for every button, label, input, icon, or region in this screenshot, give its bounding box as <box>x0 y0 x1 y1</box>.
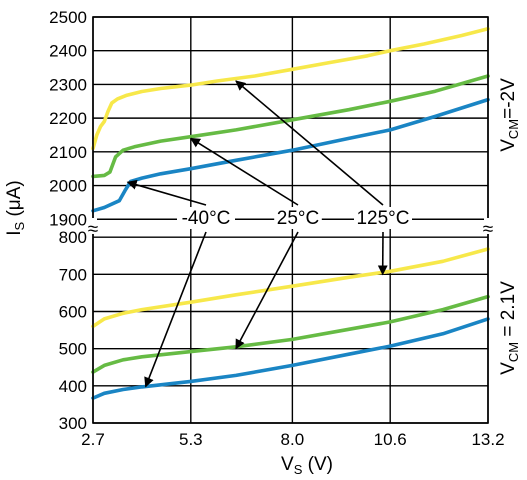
x-tick-label: 5.3 <box>179 430 203 449</box>
plot-frame: ≈ ≈ <box>88 16 493 424</box>
x-axis-label: VS (V) <box>281 454 333 477</box>
y-tick-label: 2300 <box>49 75 87 94</box>
x-tick-label: 8.0 <box>281 430 305 449</box>
annotation-label-bg <box>274 207 322 229</box>
y-tick-label: 800 <box>59 228 87 247</box>
y-tick-label: 400 <box>59 377 87 396</box>
series-line <box>91 247 490 329</box>
annotation-label-bg <box>354 207 412 229</box>
series-line <box>91 74 490 179</box>
annotation-label-bg <box>177 207 235 229</box>
y-tick-label: 2500 <box>49 8 87 27</box>
y-tick-label: 2200 <box>49 109 87 128</box>
annotation-label: 125°C <box>356 208 409 229</box>
annotation-arrow <box>189 137 299 206</box>
annotation-arrow <box>144 231 207 388</box>
annotation-arrow <box>235 231 299 350</box>
y-tick-label: 700 <box>59 265 87 284</box>
y-tick-label: 2100 <box>49 143 87 162</box>
annotation-arrow <box>126 179 207 206</box>
top-condition-label: VCM=-2V <box>498 78 521 152</box>
y-tick-label: 2400 <box>49 42 87 61</box>
axis-break-right: ≈ <box>483 219 493 240</box>
annotation-arrow <box>235 80 384 206</box>
axis-break-gap <box>484 218 492 234</box>
x-tick-label: 13.2 <box>471 430 504 449</box>
annotation-label: -40°C <box>182 208 231 229</box>
series-line <box>91 97 490 213</box>
annotations: -40°C 25°C 125°C <box>126 80 412 388</box>
y-axis-label: IS (μA) <box>4 180 27 236</box>
series-line <box>91 27 490 151</box>
y-tick-label: 1900 <box>49 210 87 229</box>
x-tick-label: 2.7 <box>81 430 105 449</box>
y-tick-label: 300 <box>59 414 87 433</box>
bottom-condition-label: VCM = 2.1V <box>498 281 521 375</box>
series-line <box>91 317 490 400</box>
series-group <box>91 27 490 400</box>
axis-break-gap <box>89 218 97 234</box>
annotation-label: 25°C <box>277 208 319 229</box>
x-tick-label: 10.6 <box>374 430 407 449</box>
axis-break-left: ≈ <box>88 219 98 240</box>
y-tick-label: 600 <box>59 302 87 321</box>
y-tick-label: 500 <box>59 340 87 359</box>
y-tick-label: 2000 <box>49 177 87 196</box>
